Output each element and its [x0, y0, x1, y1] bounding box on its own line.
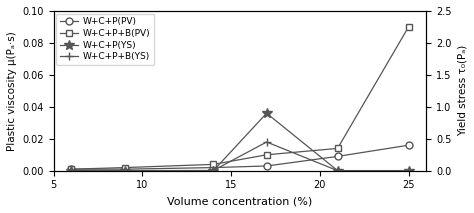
Y-axis label: Plastic viscosity μ(Pₐ·s): Plastic viscosity μ(Pₐ·s)	[7, 31, 17, 151]
W+C+P(YS)	[210, 169, 216, 172]
W+C+P(PV)	[210, 166, 216, 169]
W+C+P(PV)	[122, 168, 128, 170]
W+C+P(PV)	[69, 168, 74, 170]
W+C+P+B(PV)	[406, 26, 411, 28]
W+C+P+B(PV)	[69, 168, 74, 170]
W+C+P(PV)	[406, 144, 411, 147]
W+C+P(YS)	[335, 169, 340, 172]
Line: W+C+P(PV): W+C+P(PV)	[68, 142, 412, 173]
W+C+P+B(YS)	[335, 169, 340, 172]
W+C+P+B(YS)	[122, 169, 128, 172]
W+C+P(YS)	[406, 169, 411, 172]
W+C+P+B(YS)	[264, 141, 269, 143]
W+C+P+B(PV)	[210, 163, 216, 166]
W+C+P+B(YS)	[210, 169, 216, 172]
W+C+P+B(YS)	[69, 169, 74, 172]
W+C+P+B(YS)	[406, 169, 411, 172]
Line: W+C+P+B(PV): W+C+P+B(PV)	[68, 23, 412, 173]
W+C+P(YS)	[69, 169, 74, 172]
Line: W+C+P+B(YS): W+C+P+B(YS)	[67, 138, 413, 175]
W+C+P+B(PV)	[264, 154, 269, 156]
W+C+P+B(PV)	[335, 147, 340, 150]
W+C+P(YS)	[264, 112, 269, 115]
W+C+P(PV)	[264, 165, 269, 167]
Legend: W+C+P(PV), W+C+P+B(PV), W+C+P(YS), W+C+P+B(YS): W+C+P(PV), W+C+P+B(PV), W+C+P(YS), W+C+P…	[56, 14, 154, 65]
W+C+P+B(PV)	[122, 166, 128, 169]
W+C+P(PV)	[335, 155, 340, 158]
W+C+P(YS)	[122, 169, 128, 172]
X-axis label: Volume concentration (%): Volume concentration (%)	[167, 196, 313, 206]
Y-axis label: Yield stress τ₀(Pₐ): Yield stress τ₀(Pₐ)	[457, 45, 467, 137]
Line: W+C+P(YS): W+C+P(YS)	[67, 108, 413, 176]
